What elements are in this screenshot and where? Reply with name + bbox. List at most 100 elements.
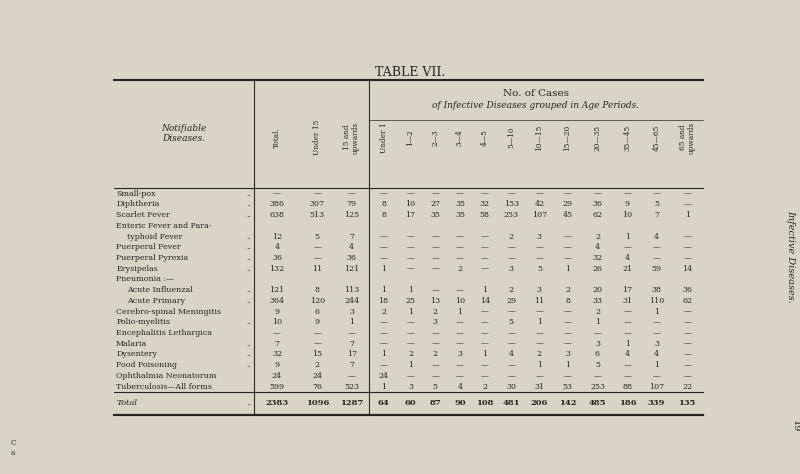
Text: 2: 2 (595, 308, 600, 316)
Text: 5: 5 (509, 318, 514, 326)
Text: —: — (507, 190, 515, 198)
Text: —: — (683, 233, 691, 240)
Text: —: — (683, 254, 691, 262)
Text: —: — (507, 372, 515, 380)
Text: 9: 9 (274, 361, 279, 369)
Text: —: — (456, 190, 464, 198)
Text: 253: 253 (590, 383, 605, 391)
Text: 1: 1 (625, 340, 630, 348)
Text: 59: 59 (651, 264, 662, 273)
Text: 142: 142 (559, 399, 576, 407)
Text: 599: 599 (270, 383, 285, 391)
Text: 5: 5 (433, 383, 438, 391)
Text: 42: 42 (534, 201, 545, 209)
Text: —: — (623, 372, 631, 380)
Text: Pneumonia :—: Pneumonia :— (116, 275, 174, 283)
Text: —: — (507, 254, 515, 262)
Text: —: — (456, 372, 464, 380)
Text: —: — (564, 329, 571, 337)
Text: —: — (481, 361, 489, 369)
Text: 1: 1 (654, 361, 659, 369)
Text: —: — (481, 190, 489, 198)
Text: —: — (683, 308, 691, 316)
Text: 1287: 1287 (340, 399, 363, 407)
Text: —: — (683, 190, 691, 198)
Text: —: — (594, 372, 602, 380)
Text: 4: 4 (625, 350, 630, 358)
Text: 19: 19 (790, 420, 800, 433)
Text: 2: 2 (565, 286, 570, 294)
Text: ..: .. (246, 340, 251, 348)
Text: Acute Primary: Acute Primary (127, 297, 186, 305)
Text: 206: 206 (530, 399, 548, 407)
Text: ..: .. (246, 399, 251, 407)
Text: —: — (431, 372, 439, 380)
Text: 364: 364 (270, 297, 285, 305)
Text: 4: 4 (274, 243, 279, 251)
Text: —: — (314, 243, 322, 251)
Text: 4: 4 (654, 233, 659, 240)
Text: 31: 31 (622, 297, 633, 305)
Text: —: — (594, 329, 602, 337)
Text: —: — (623, 243, 631, 251)
Text: —: — (406, 340, 414, 348)
Text: —: — (653, 318, 661, 326)
Text: 9: 9 (315, 318, 320, 326)
Text: —: — (564, 340, 571, 348)
Text: 90: 90 (454, 399, 466, 407)
Text: 45: 45 (562, 211, 573, 219)
Text: 6: 6 (315, 308, 320, 316)
Text: 36: 36 (272, 254, 282, 262)
Text: 2: 2 (509, 286, 514, 294)
Text: 7: 7 (350, 233, 354, 240)
Text: —: — (406, 254, 414, 262)
Text: 121: 121 (270, 286, 285, 294)
Text: —: — (379, 318, 387, 326)
Text: —: — (564, 372, 571, 380)
Text: 36: 36 (346, 254, 357, 262)
Text: Total: Total (116, 399, 137, 407)
Text: 1: 1 (408, 286, 413, 294)
Text: —: — (379, 254, 387, 262)
Text: 3: 3 (350, 308, 354, 316)
Text: 113: 113 (344, 286, 359, 294)
Text: 38: 38 (651, 286, 662, 294)
Text: —: — (273, 190, 281, 198)
Text: 87: 87 (430, 399, 441, 407)
Text: 45—65: 45—65 (653, 124, 661, 151)
Text: —: — (314, 190, 322, 198)
Text: 1: 1 (408, 361, 413, 369)
Text: —: — (481, 308, 489, 316)
Text: —: — (431, 361, 439, 369)
Text: —: — (379, 329, 387, 337)
Text: —: — (431, 286, 439, 294)
Text: 1: 1 (595, 318, 600, 326)
Text: 58: 58 (480, 211, 490, 219)
Text: 32: 32 (272, 350, 282, 358)
Text: 4: 4 (349, 243, 354, 251)
Text: 14: 14 (480, 297, 490, 305)
Text: —: — (507, 361, 515, 369)
Text: 638: 638 (270, 211, 285, 219)
Text: 4: 4 (458, 383, 462, 391)
Text: —: — (564, 254, 571, 262)
Text: 62: 62 (593, 211, 602, 219)
Text: Puerperal Pyrexia: Puerperal Pyrexia (116, 254, 188, 262)
Text: ..: .. (246, 190, 251, 198)
Text: Cerebro-spinal Meningitis: Cerebro-spinal Meningitis (116, 308, 222, 316)
Text: —: — (683, 243, 691, 251)
Text: 20—35: 20—35 (594, 125, 602, 151)
Text: 1: 1 (565, 361, 570, 369)
Text: —: — (379, 361, 387, 369)
Text: 2: 2 (595, 233, 600, 240)
Text: —: — (456, 233, 464, 240)
Text: 386: 386 (270, 201, 285, 209)
Text: 1—2: 1—2 (406, 129, 414, 146)
Text: —: — (481, 264, 489, 273)
Text: —: — (456, 254, 464, 262)
Text: 24: 24 (378, 372, 389, 380)
Text: Under 15: Under 15 (314, 120, 322, 155)
Text: 3: 3 (537, 286, 542, 294)
Text: 1: 1 (381, 286, 386, 294)
Text: —: — (653, 190, 661, 198)
